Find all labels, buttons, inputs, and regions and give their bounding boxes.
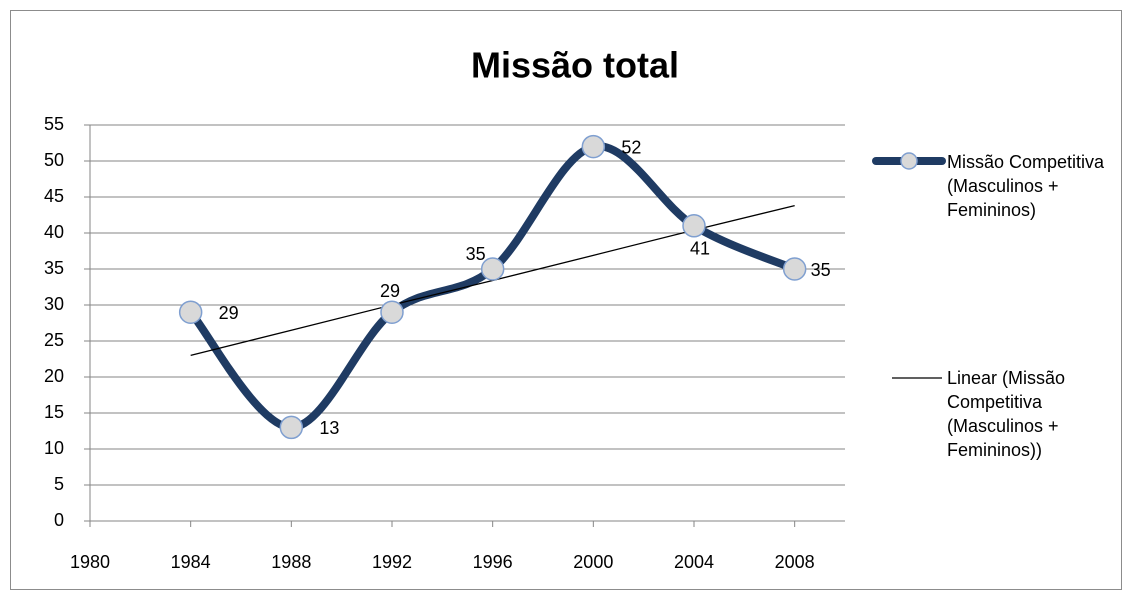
y-tick-label: 25 [44,330,64,350]
x-tick-label: 2004 [674,552,714,572]
data-label: 35 [811,260,831,280]
marker [380,300,404,324]
marker [581,134,606,159]
y-tick-label: 5 [54,474,64,494]
data-label: 29 [380,281,400,301]
chart-title: Missão total [471,45,679,86]
y-tick-label: 0 [54,510,64,530]
y-tick-label: 45 [44,186,64,206]
y-tick-label: 35 [44,258,64,278]
marker [178,300,203,324]
y-tick-label: 50 [44,150,64,170]
x-tick-label: 2000 [573,552,613,572]
data-label: 52 [621,137,641,157]
y-tick-label: 30 [44,294,64,314]
data-label: 35 [466,244,486,264]
data-label: 13 [319,418,339,438]
marker [682,214,706,238]
legend-label: Linear (Missão Competitiva (Masculinos +… [947,368,1066,460]
chart-border [10,10,1122,590]
marker [279,415,304,440]
legend-swatch [900,152,918,170]
x-tick-label: 1980 [70,552,110,572]
x-tick-label: 1988 [271,552,311,572]
y-tick-label: 55 [44,114,64,134]
x-tick-label: 1992 [372,552,412,572]
marker [782,257,807,281]
y-tick-label: 40 [44,222,64,242]
x-tick-label: 2008 [775,552,815,572]
legend-label: Missão Competitiva (Masculinos + Feminin… [947,152,1105,220]
data-label: 41 [690,239,710,259]
y-tick-label: 10 [44,438,64,458]
marker [480,257,505,281]
x-tick-label: 1984 [171,552,211,572]
y-tick-label: 15 [44,402,64,422]
y-tick-label: 20 [44,366,64,386]
data-label: 29 [219,303,239,323]
x-tick-label: 1996 [473,552,513,572]
